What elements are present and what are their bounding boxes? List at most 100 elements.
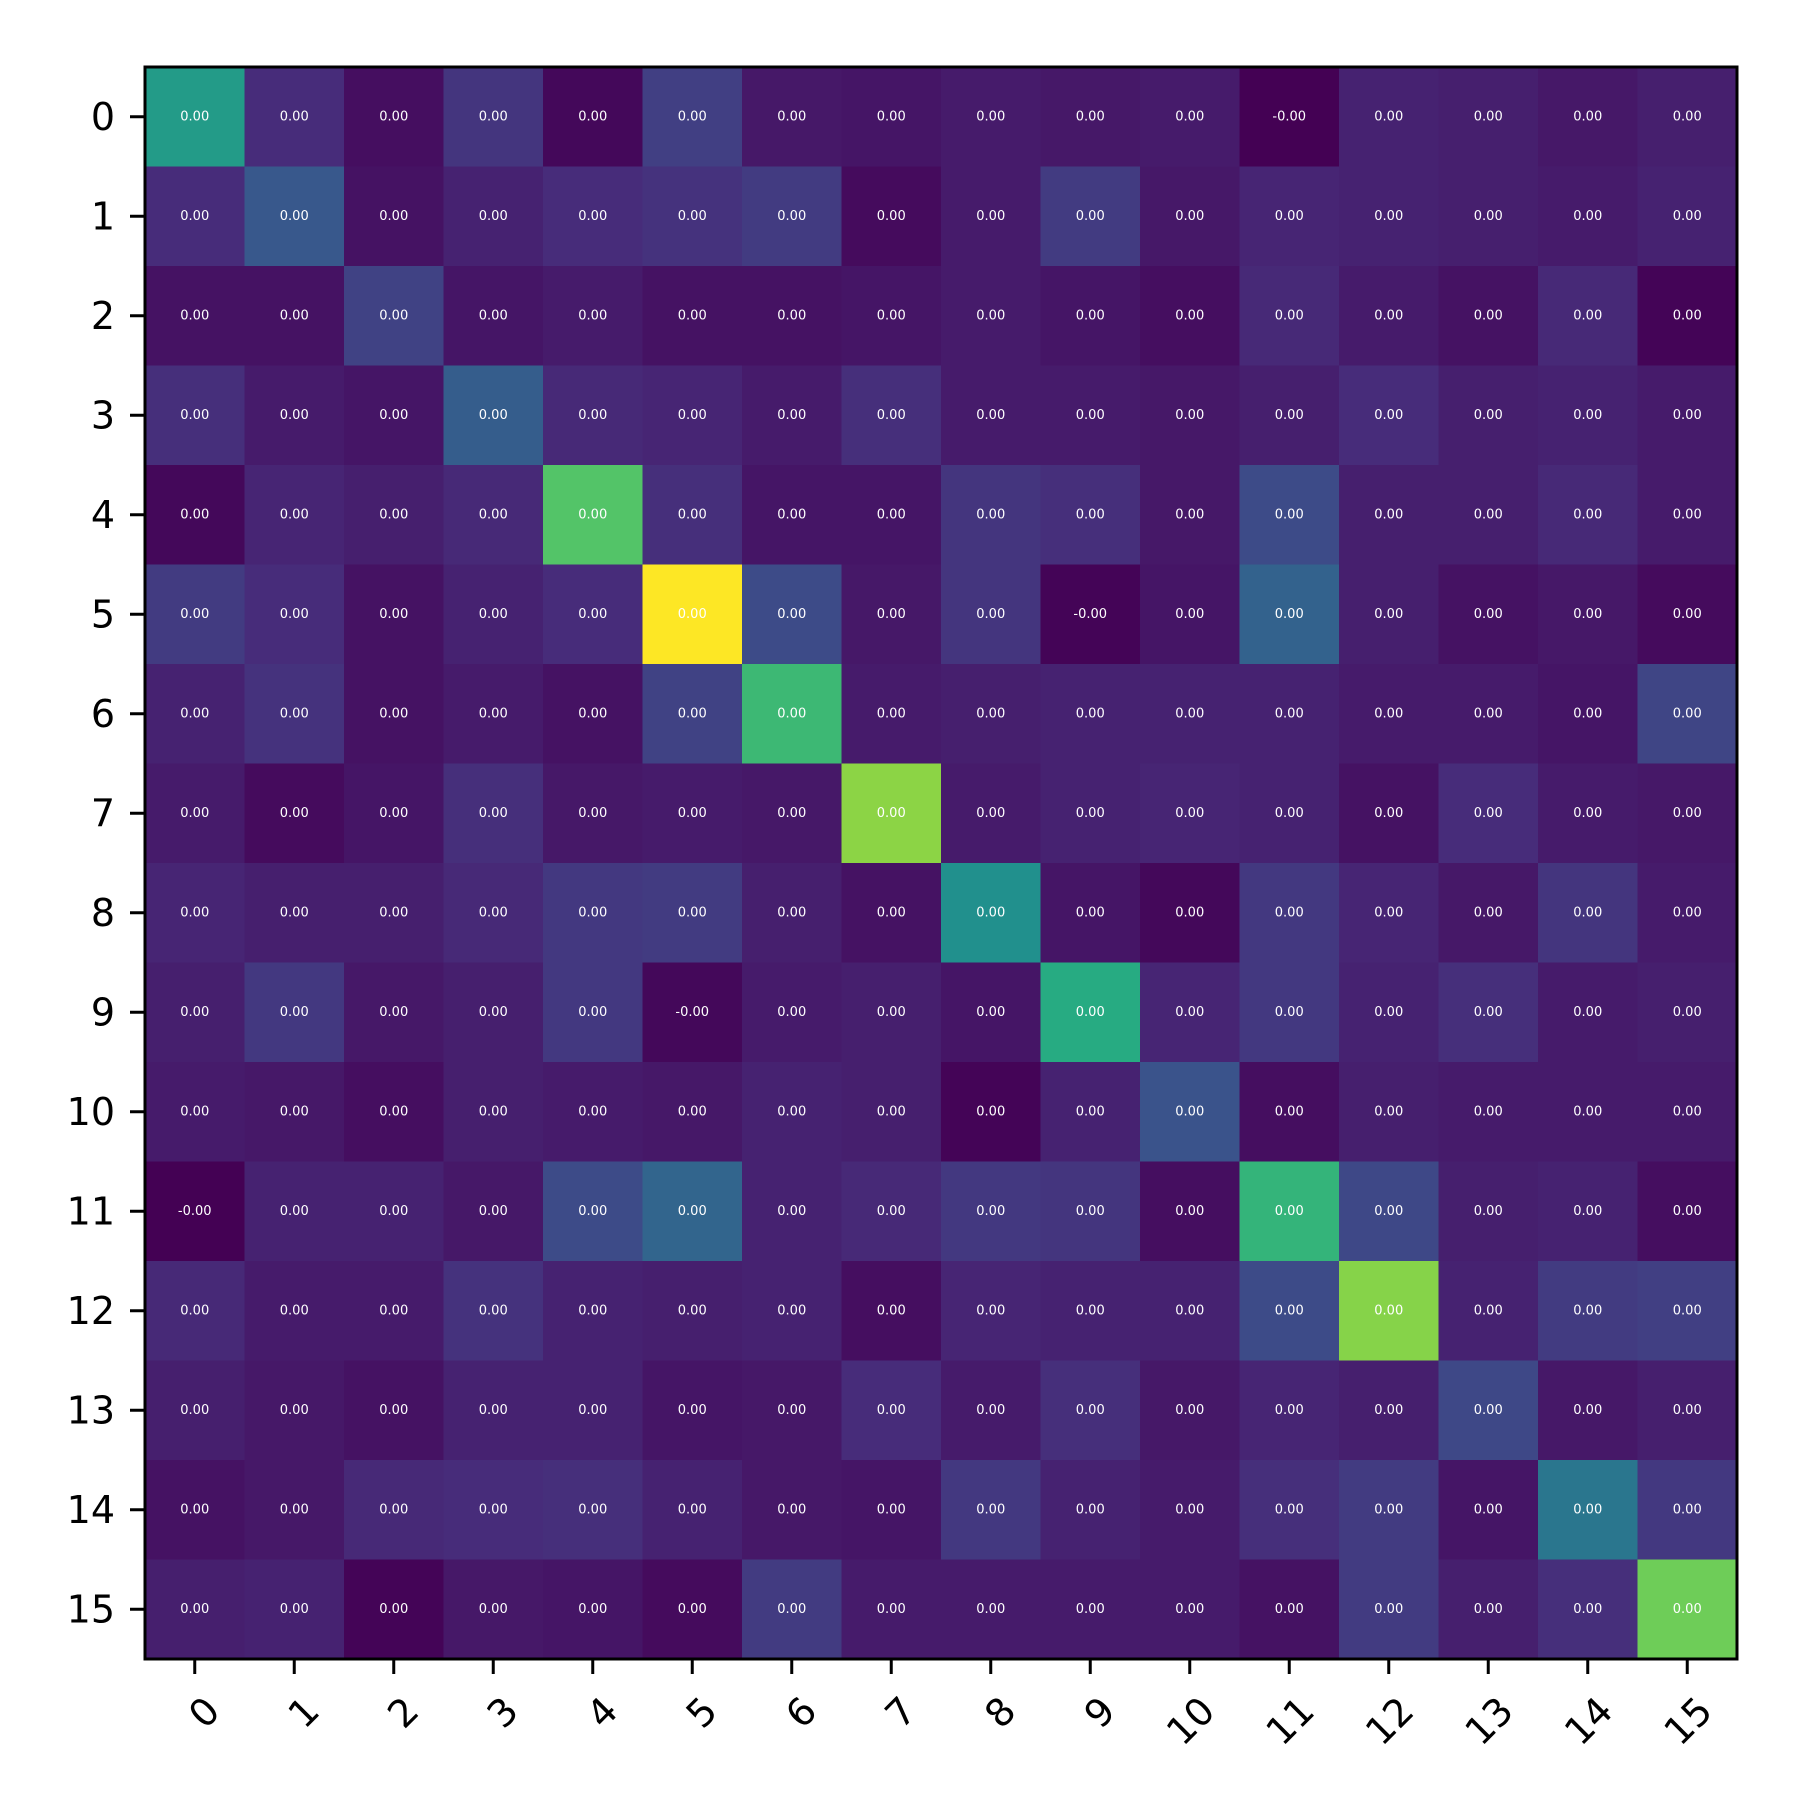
heatmap-cell: [841, 1261, 942, 1362]
cell-value-label: 0.00: [1474, 109, 1503, 124]
heatmap-cell: [1538, 962, 1639, 1063]
cell-value-label: 0.00: [678, 905, 707, 920]
heatmap-cell: [841, 166, 942, 267]
x-tick-label: 8: [976, 1688, 1024, 1736]
heatmap-cell: [443, 266, 544, 367]
cell-value-label: 0.00: [280, 308, 309, 323]
heatmap-cell: [1339, 1161, 1440, 1262]
heatmap-cell: [1538, 365, 1639, 466]
cell-value-label: 0.00: [1374, 607, 1403, 622]
cell-value-label: 0.00: [1175, 1502, 1204, 1517]
heatmap-cell: [344, 365, 445, 466]
cell-value-label: 0.00: [777, 109, 806, 124]
heatmap-cell: [1438, 962, 1539, 1063]
cell-value-label: 0.00: [1275, 706, 1304, 721]
cell-value-label: 0.00: [1275, 209, 1304, 224]
cell-value-label: 0.00: [877, 806, 906, 821]
cell-value-label: 0.00: [180, 109, 209, 124]
heatmap-cell: [1438, 1559, 1539, 1660]
heatmap-cell: [145, 1460, 246, 1561]
y-tick-label: 4: [91, 493, 115, 537]
heatmap-cell: [941, 465, 1042, 566]
cell-value-label: 0.00: [1474, 408, 1503, 423]
heatmap-cell: [244, 564, 345, 665]
cell-value-label: 0.00: [1175, 905, 1204, 920]
cell-value-label: 0.00: [1673, 706, 1702, 721]
cell-value-label: 0.00: [976, 706, 1005, 721]
heatmap-cell: [344, 1261, 445, 1362]
cell-value-label: 0.00: [180, 706, 209, 721]
x-tick-label: 2: [379, 1688, 427, 1736]
cell-value-label: 0.00: [1175, 1403, 1204, 1418]
heatmap-cell: [1040, 564, 1141, 665]
heatmap-cell: [344, 1460, 445, 1561]
heatmap-cell: [244, 1559, 345, 1660]
heatmap-cell: [841, 564, 942, 665]
heatmap-cell: [145, 1360, 246, 1461]
heatmap-cell: [443, 763, 544, 864]
cell-value-label: 0.00: [479, 1104, 508, 1119]
heatmap-cell: [1637, 1460, 1738, 1561]
cell-value-label: 0.00: [280, 1303, 309, 1318]
cell-value-label: 0.00: [1175, 109, 1204, 124]
heatmap-cell: [642, 266, 743, 367]
cell-value-label: 0.00: [280, 507, 309, 522]
heatmap-cell: [841, 1559, 942, 1660]
cell-value-label: 0.00: [479, 706, 508, 721]
heatmap-cell: [1040, 763, 1141, 864]
heatmap-cell: [443, 166, 544, 267]
cell-value-label: 0.00: [180, 607, 209, 622]
heatmap-cell: [841, 1062, 942, 1163]
heatmap-cell: [1040, 1261, 1141, 1362]
cell-value-label: 0.00: [379, 1602, 408, 1617]
cell-value-label: 0.00: [578, 706, 607, 721]
y-tick-label: 15: [67, 1587, 115, 1631]
heatmap-cell: [742, 664, 843, 765]
cell-value-label: 0.00: [280, 1403, 309, 1418]
cell-value-label: 0.00: [280, 1005, 309, 1020]
heatmap-cell: [145, 1161, 246, 1262]
cell-value-label: 0.00: [1374, 1104, 1403, 1119]
heatmap-cell: [543, 166, 644, 267]
heatmap-cell: [1637, 564, 1738, 665]
cell-value-label: 0.00: [1474, 706, 1503, 721]
heatmap-cell: [1637, 1062, 1738, 1163]
cell-value-label: 0.00: [678, 1403, 707, 1418]
heatmap-cell: [642, 1460, 743, 1561]
heatmap-cell: [1637, 763, 1738, 864]
heatmap-cell: [1339, 1062, 1440, 1163]
heatmap-cell: [443, 564, 544, 665]
heatmap-cell: [543, 1062, 644, 1163]
heatmap-cell: [244, 1360, 345, 1461]
cell-value-label: 0.00: [1673, 507, 1702, 522]
cell-value-label: 0.00: [1275, 1104, 1304, 1119]
heatmap-cell: [1239, 863, 1340, 964]
heatmap-cell: [344, 166, 445, 267]
cell-value-label: 0.00: [1673, 1005, 1702, 1020]
heatmap-cell: [344, 664, 445, 765]
cell-value-label: 0.00: [1573, 308, 1602, 323]
heatmap-cell: [344, 1360, 445, 1461]
heatmap-cell: [1637, 266, 1738, 367]
cell-value-label: 0.00: [678, 607, 707, 622]
x-tick-label: 13: [1456, 1688, 1521, 1753]
cell-value-label: 0.00: [1275, 1204, 1304, 1219]
heatmap-cell: [145, 266, 246, 367]
heatmap-cell: [344, 266, 445, 367]
heatmap-cell: [443, 1161, 544, 1262]
heatmap-cell: [1140, 166, 1241, 267]
cell-value-label: 0.00: [1474, 507, 1503, 522]
cell-value-label: 0.00: [1573, 1204, 1602, 1219]
cell-value-label: 0.00: [1175, 1303, 1204, 1318]
heatmap-cell: [642, 166, 743, 267]
cell-value-label: 0.00: [976, 806, 1005, 821]
heatmap-cell: [1438, 664, 1539, 765]
cell-value-label: 0.00: [1175, 507, 1204, 522]
cell-value-label: 0.00: [180, 905, 209, 920]
heatmap-cell: [145, 564, 246, 665]
heatmap-cell: [1438, 1460, 1539, 1561]
heatmap-cell: [1637, 67, 1738, 168]
cell-value-label: 0.00: [1374, 905, 1403, 920]
heatmap-cell: [1438, 1062, 1539, 1163]
cell-value-label: 0.00: [777, 1303, 806, 1318]
